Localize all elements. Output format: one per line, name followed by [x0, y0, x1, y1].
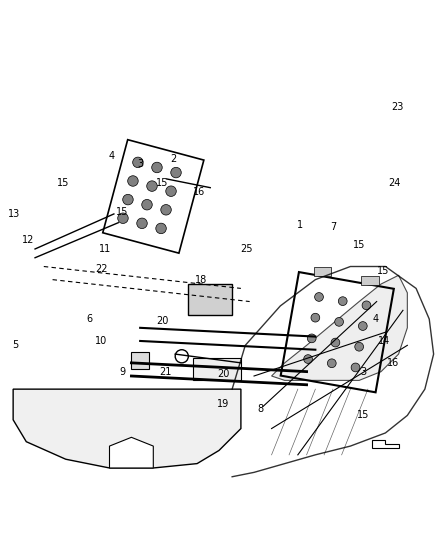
Text: 3: 3 [360, 367, 367, 377]
Text: 5: 5 [12, 341, 18, 350]
Circle shape [147, 181, 157, 191]
Circle shape [351, 363, 360, 372]
Text: 4: 4 [373, 314, 379, 324]
Text: 20: 20 [156, 316, 168, 326]
Circle shape [133, 157, 143, 168]
Circle shape [331, 338, 340, 347]
Text: 7: 7 [330, 222, 336, 232]
Circle shape [355, 342, 364, 351]
Text: 16: 16 [193, 187, 205, 197]
Text: 3: 3 [137, 159, 143, 168]
Circle shape [128, 176, 138, 186]
Polygon shape [193, 359, 241, 381]
Bar [314, 268, 332, 276]
Polygon shape [110, 437, 153, 468]
Circle shape [175, 350, 188, 363]
Text: 25: 25 [240, 244, 252, 254]
Circle shape [314, 293, 323, 301]
Circle shape [304, 354, 312, 364]
Text: 9: 9 [120, 367, 126, 377]
Text: 16: 16 [387, 358, 399, 368]
Text: 12: 12 [22, 235, 35, 245]
Text: 20: 20 [217, 369, 230, 379]
Text: 14: 14 [378, 336, 391, 346]
Circle shape [166, 186, 176, 197]
Polygon shape [131, 352, 149, 369]
Circle shape [327, 359, 336, 368]
Polygon shape [372, 440, 399, 448]
Text: 8: 8 [258, 404, 264, 414]
Circle shape [152, 162, 162, 173]
Text: 4: 4 [109, 151, 115, 161]
Circle shape [358, 321, 367, 330]
Circle shape [123, 195, 133, 205]
Text: 1: 1 [297, 220, 303, 230]
Text: 2: 2 [170, 154, 176, 164]
Text: 24: 24 [388, 178, 400, 188]
Circle shape [161, 205, 171, 215]
Polygon shape [13, 389, 241, 468]
Circle shape [335, 318, 343, 326]
Circle shape [118, 213, 128, 223]
Circle shape [362, 301, 371, 310]
Text: 18: 18 [194, 274, 207, 285]
Text: 11: 11 [99, 244, 111, 254]
Circle shape [171, 167, 181, 178]
Text: 15: 15 [357, 410, 369, 421]
Polygon shape [272, 275, 407, 381]
Text: 23: 23 [392, 102, 404, 111]
Circle shape [307, 334, 316, 343]
Text: 15: 15 [377, 266, 389, 276]
Text: 19: 19 [217, 399, 230, 409]
Polygon shape [188, 284, 232, 314]
Circle shape [339, 297, 347, 305]
Text: 15: 15 [57, 178, 70, 188]
Text: 15: 15 [353, 240, 365, 249]
Circle shape [311, 313, 320, 322]
Circle shape [142, 199, 152, 210]
Text: 21: 21 [159, 367, 172, 377]
Circle shape [137, 218, 147, 229]
Text: 6: 6 [87, 314, 93, 324]
Text: 15: 15 [116, 207, 128, 217]
Circle shape [156, 223, 166, 233]
Text: 22: 22 [95, 264, 108, 273]
Text: 15: 15 [156, 178, 168, 188]
Bar [361, 276, 379, 285]
Text: 13: 13 [8, 209, 20, 219]
Text: 10: 10 [95, 336, 107, 346]
